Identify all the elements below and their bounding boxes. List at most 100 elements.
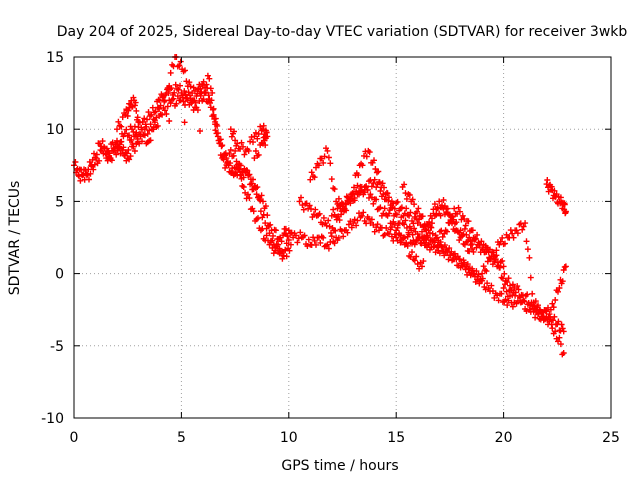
data-point [514, 230, 521, 237]
data-point [344, 229, 351, 236]
data-point [219, 142, 226, 149]
data-point [358, 187, 365, 194]
data-point [145, 109, 152, 116]
data-point [464, 271, 471, 278]
data-point [193, 93, 200, 99]
data-point [559, 278, 566, 285]
data-point [559, 325, 566, 332]
data-point [125, 107, 132, 114]
data-point [169, 61, 176, 68]
data-point [497, 264, 503, 271]
data-point [330, 206, 337, 213]
data-point [543, 308, 550, 315]
data-point [424, 221, 430, 227]
data-point [474, 231, 481, 238]
data-point [436, 198, 443, 205]
data-point [552, 297, 559, 303]
data-point [397, 239, 404, 246]
data-point [325, 245, 332, 252]
data-point [260, 134, 267, 141]
data-point [166, 118, 173, 124]
data-point [407, 209, 414, 216]
data-point [335, 195, 342, 202]
data-point [177, 82, 183, 89]
data-point [549, 325, 556, 332]
data-point [131, 148, 138, 154]
data-point [471, 270, 478, 277]
data-point [126, 132, 133, 139]
data-point [551, 313, 558, 320]
data-point [321, 153, 328, 160]
data-point [532, 314, 539, 321]
data-point [103, 155, 110, 162]
data-point [428, 224, 435, 231]
data-point [241, 151, 248, 158]
data-point [396, 231, 403, 238]
data-point [412, 228, 419, 235]
data-point [386, 210, 392, 217]
data-point [252, 129, 259, 136]
data-point [234, 140, 241, 147]
data-point [371, 228, 378, 235]
data-point [246, 171, 253, 178]
data-point [120, 144, 127, 151]
data-point [509, 281, 516, 288]
data-point [236, 160, 243, 167]
data-point [515, 286, 522, 293]
data-point [492, 253, 498, 260]
data-point [431, 243, 438, 250]
data-point [510, 234, 517, 241]
data-point [453, 219, 460, 226]
data-point [230, 152, 237, 159]
data-point [374, 221, 381, 228]
plot-frame [73, 56, 612, 419]
data-point [360, 191, 367, 198]
data-point [224, 158, 231, 165]
data-point [154, 122, 161, 129]
data-point [293, 232, 299, 239]
data-point [130, 94, 137, 101]
data-point [111, 147, 118, 154]
data-point [150, 124, 157, 131]
data-point [437, 212, 444, 219]
data-point [367, 191, 374, 198]
data-point [320, 159, 327, 166]
data-point [409, 240, 415, 247]
data-point [308, 169, 315, 176]
data-point [552, 328, 559, 335]
x-tick-label: 10 [280, 430, 298, 446]
data-point [278, 238, 285, 245]
data-point [535, 302, 541, 309]
data-point [96, 157, 103, 164]
data-point [379, 180, 386, 187]
data-point [200, 78, 207, 85]
data-point [128, 137, 135, 143]
data-point [328, 233, 335, 240]
data-point [394, 198, 401, 205]
data-point [210, 111, 217, 118]
data-point [375, 168, 382, 175]
data-point [254, 135, 261, 142]
data-point [524, 246, 531, 253]
data-point [116, 145, 123, 152]
data-point [560, 267, 567, 273]
data-point [419, 263, 425, 270]
data-point [123, 126, 130, 133]
data-point [313, 241, 319, 248]
data-point [133, 107, 140, 114]
data-point [520, 297, 527, 304]
data-point [371, 176, 378, 183]
data-point [452, 253, 459, 260]
data-point [327, 160, 334, 167]
data-point [331, 186, 338, 193]
data-point [448, 248, 455, 255]
data-point [306, 202, 313, 209]
data-point [160, 93, 167, 100]
data-point [181, 119, 188, 126]
data-point [353, 222, 360, 229]
data-point [436, 250, 443, 257]
data-point [246, 195, 253, 202]
data-point [504, 302, 511, 309]
data-point [465, 218, 472, 225]
data-point [282, 247, 289, 254]
